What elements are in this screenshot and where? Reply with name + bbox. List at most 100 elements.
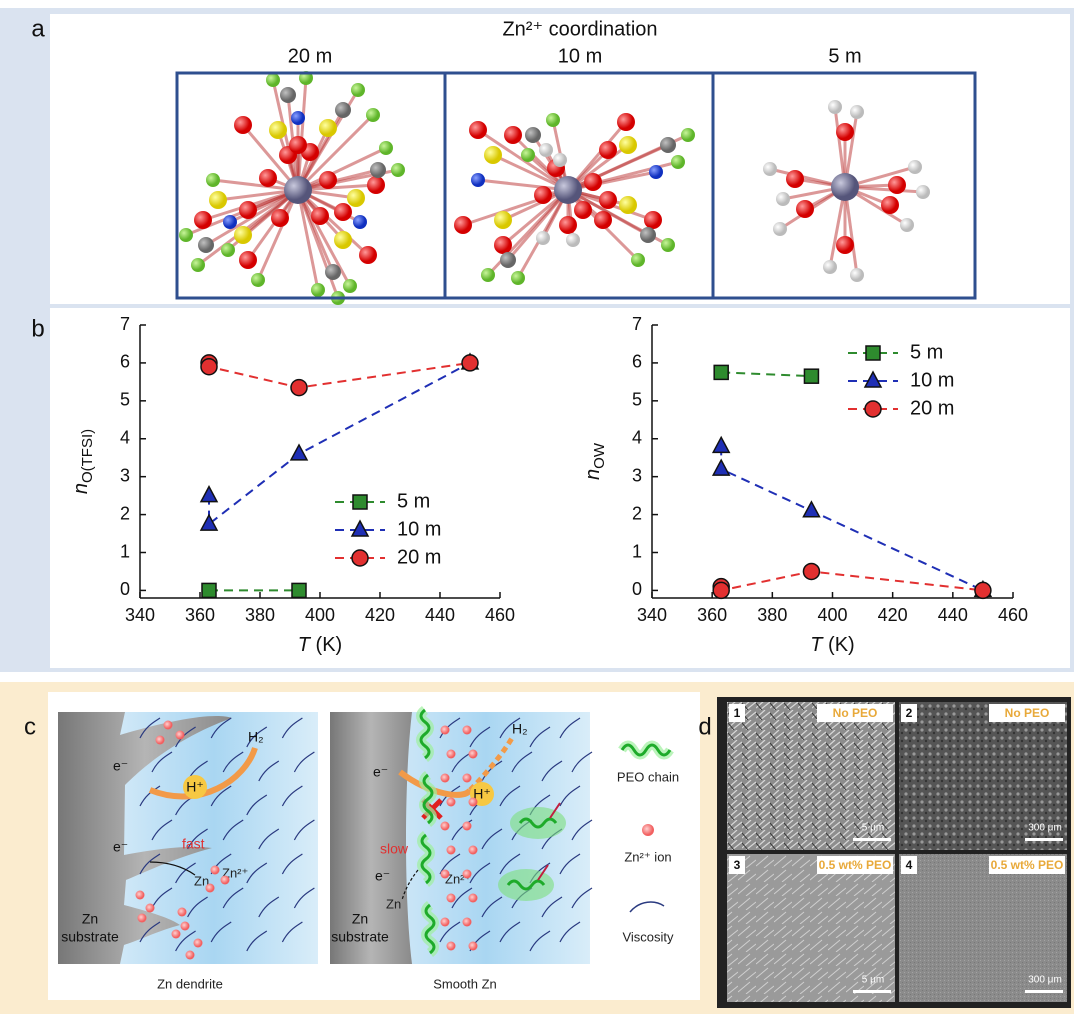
atom (325, 264, 341, 280)
speed-label: fast (182, 836, 205, 852)
y-tick-label: 6 (632, 352, 642, 372)
legend-label: 10 m (397, 518, 441, 540)
atom (681, 128, 695, 142)
y-tick-label: 4 (120, 428, 130, 448)
atom (908, 160, 922, 174)
zn-ion (447, 846, 456, 855)
x-tick-label: 420 (365, 605, 395, 625)
atom (536, 231, 550, 245)
atom (900, 218, 914, 232)
legend-marker (865, 401, 881, 417)
y-tick-label: 5 (120, 390, 130, 410)
substrate-label: Zn (352, 911, 368, 927)
y-tick-label: 2 (120, 503, 130, 523)
caption: Zn dendrite (157, 976, 223, 991)
scale-label: 5 μm (862, 823, 884, 834)
scale-bar (853, 990, 891, 993)
legend-marker (866, 346, 880, 360)
atom (209, 191, 227, 209)
atom (511, 271, 525, 285)
page: {"panel_a": {"label": "a", "title": "Zn²… (0, 0, 1074, 1014)
electron-label: e⁻ (113, 758, 128, 774)
atom (234, 226, 252, 244)
zn-ion (441, 918, 450, 927)
atom (259, 169, 277, 187)
atom (335, 102, 351, 118)
atom (504, 126, 522, 144)
zn-ion (176, 731, 185, 740)
atom (269, 121, 287, 139)
x-tick-label: 360 (185, 605, 215, 625)
y-tick-label: 3 (120, 465, 130, 485)
atom (850, 105, 864, 119)
condition-tag: No PEO (1005, 706, 1050, 720)
atom (206, 173, 220, 187)
x-tick-label: 400 (305, 605, 335, 625)
atom (221, 243, 235, 257)
zn-ion (211, 866, 220, 875)
zn-ion (469, 942, 478, 951)
scale-label: 300 μm (1028, 823, 1062, 834)
atom (234, 116, 252, 134)
legend-label: Viscosity (622, 929, 674, 944)
y-axis-label-subscript: OW (591, 442, 608, 469)
zn-ion (463, 918, 472, 927)
atom (353, 215, 367, 229)
zn-ion (206, 884, 215, 893)
atom (649, 165, 663, 179)
atom (796, 200, 814, 218)
x-tick-label: 440 (425, 605, 455, 625)
zn-ion (172, 930, 181, 939)
atom (289, 136, 307, 154)
atom (599, 141, 617, 159)
marker (803, 563, 819, 579)
y-tick-label: 7 (120, 314, 130, 334)
atom (334, 203, 352, 221)
atom (584, 173, 602, 191)
atom (773, 222, 787, 236)
marker (462, 355, 478, 371)
zn-ion (469, 750, 478, 759)
panel-label: c (24, 713, 36, 740)
atom (291, 111, 305, 125)
zn-ion (447, 798, 456, 807)
zn-ion (463, 870, 472, 879)
atom (484, 146, 502, 164)
atom (271, 209, 289, 227)
atom (836, 236, 854, 254)
caption: Smooth Zn (433, 976, 497, 991)
legend-label: PEO chain (617, 769, 679, 784)
marker (292, 583, 306, 597)
scale-label: 5 μm (862, 975, 884, 986)
marker (291, 380, 307, 396)
x-tick-label: 340 (125, 605, 155, 625)
atom (539, 143, 553, 157)
x-tick-label: 420 (878, 605, 908, 625)
atom (776, 192, 790, 206)
atom (850, 268, 864, 282)
peo-glow (510, 807, 566, 839)
atom (500, 252, 516, 268)
atom (494, 211, 512, 229)
atom (599, 191, 617, 209)
legend-ion (642, 824, 654, 836)
atom (284, 176, 312, 204)
atom (660, 137, 676, 153)
atom (347, 189, 365, 207)
legend-label: 20 m (397, 546, 441, 568)
atom (179, 228, 193, 242)
y-axis-label-subscript: O(TFSI) (79, 429, 96, 483)
zn-ion (469, 798, 478, 807)
x-tick-label: 460 (998, 605, 1028, 625)
y-tick-label: 4 (632, 428, 642, 448)
marker (975, 582, 991, 598)
atom (559, 216, 577, 234)
y-axis-label-symbol: n (70, 483, 92, 494)
atom (223, 215, 237, 229)
x-tick-label: 380 (757, 605, 787, 625)
atom (546, 113, 560, 127)
atom (239, 201, 257, 219)
speed-label: slow (380, 841, 409, 857)
atom (311, 283, 325, 297)
atom (525, 127, 541, 143)
